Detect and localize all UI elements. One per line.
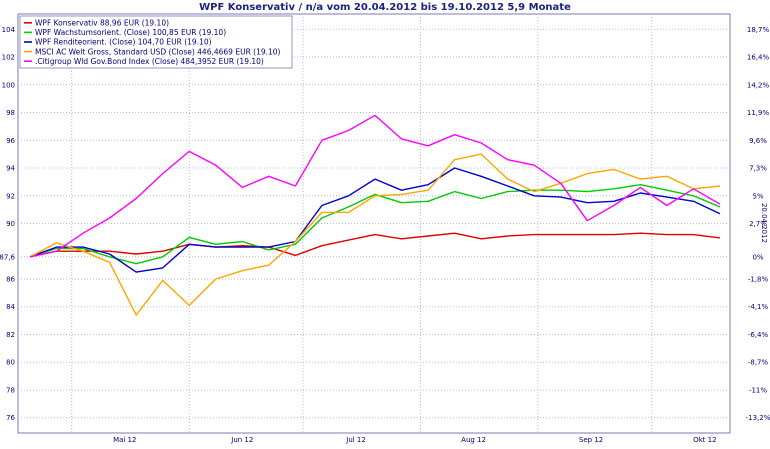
series-line [29,153,721,316]
y-right-tick-label: 11,9% [747,109,770,117]
y-right-tick-label: -11% [749,386,767,394]
y-right-tick-label: 2,7% [749,220,767,228]
y-right-tick-label: -8,7% [748,359,769,367]
legend-label: WPF Konservativ 88,96 EUR (19.10) [35,19,169,28]
y-right-tick-label: -4,1% [748,303,769,311]
y-right-tick-label: -6,4% [748,331,769,339]
x-tick-label: Okt 12 [693,436,716,444]
grid-lines [18,14,730,433]
y-right-tick-label: -13,2% [746,414,770,422]
y-left-tick-label: 86 [6,275,15,283]
y-left-tick-label: 100 [2,81,15,89]
y-right-tick-label: -1,8% [748,275,769,283]
y-left-tick-label: 80 [6,359,15,367]
y-left-tick-label: 104 [2,26,16,34]
series-line [29,167,721,273]
y-right-tick-label: 9,6% [749,137,767,145]
y-left-tick-label: 76 [6,414,15,422]
side-date-label: 20.04.2012 [760,203,768,243]
y-right-tick-label: 14,2% [747,81,770,89]
legend-label: WPF Renditeorient. (Close) 104,70 EUR (1… [35,38,212,47]
x-tick-label: Jun 12 [230,436,253,444]
y-right-tick-label: 5% [752,192,763,200]
y-left-tick-label: 78 [6,386,15,394]
y-left-tick-label: 102 [2,54,15,62]
x-tick-label: Jul 12 [345,436,366,444]
series-lines [29,114,721,316]
y-right-tick-label: 16,4% [747,54,770,62]
y-left-tick-label: 82 [6,331,15,339]
y-left-tick-label: 87,6 [0,253,16,261]
axis-labels: 104 18,7% 102 16,4% 100 14,2% 98 11,9% 96 9,6% 94 7… [0,26,770,444]
x-tick-label: Sep 12 [579,436,603,444]
y-right-tick-label: 7,3% [749,165,767,173]
series-line [29,114,721,258]
series-line [29,232,721,258]
y-right-tick-label: 18,7% [747,26,770,34]
y-right-tick-label: 0% [752,253,763,261]
y-left-tick-label: 94 [6,165,15,173]
y-left-tick-label: 90 [6,220,15,228]
legend-label: MSCI AC Welt Gross, Standard USD (Close)… [35,47,281,56]
chart-title: WPF Konservativ / n/a vom 20.04.2012 bis… [199,2,571,13]
y-left-tick-label: 92 [6,192,15,200]
legend: WPF Konservativ 88,96 EUR (19.10)WPF Wac… [19,15,293,69]
x-tick-label: Aug 12 [461,436,486,444]
legend-box [19,15,293,69]
series-line [29,183,721,265]
x-tick-label: Mai 12 [113,436,136,444]
legend-label: .Citigroup Wld Gov.Bond Index (Close) 48… [35,57,264,66]
y-left-tick-label: 84 [6,303,15,311]
y-left-tick-label: 96 [6,137,15,145]
legend-label: WPF Wachstumsorient. (Close) 100,85 EUR … [35,28,226,37]
plot-area-background [17,13,731,434]
y-left-tick-label: 98 [6,109,15,117]
